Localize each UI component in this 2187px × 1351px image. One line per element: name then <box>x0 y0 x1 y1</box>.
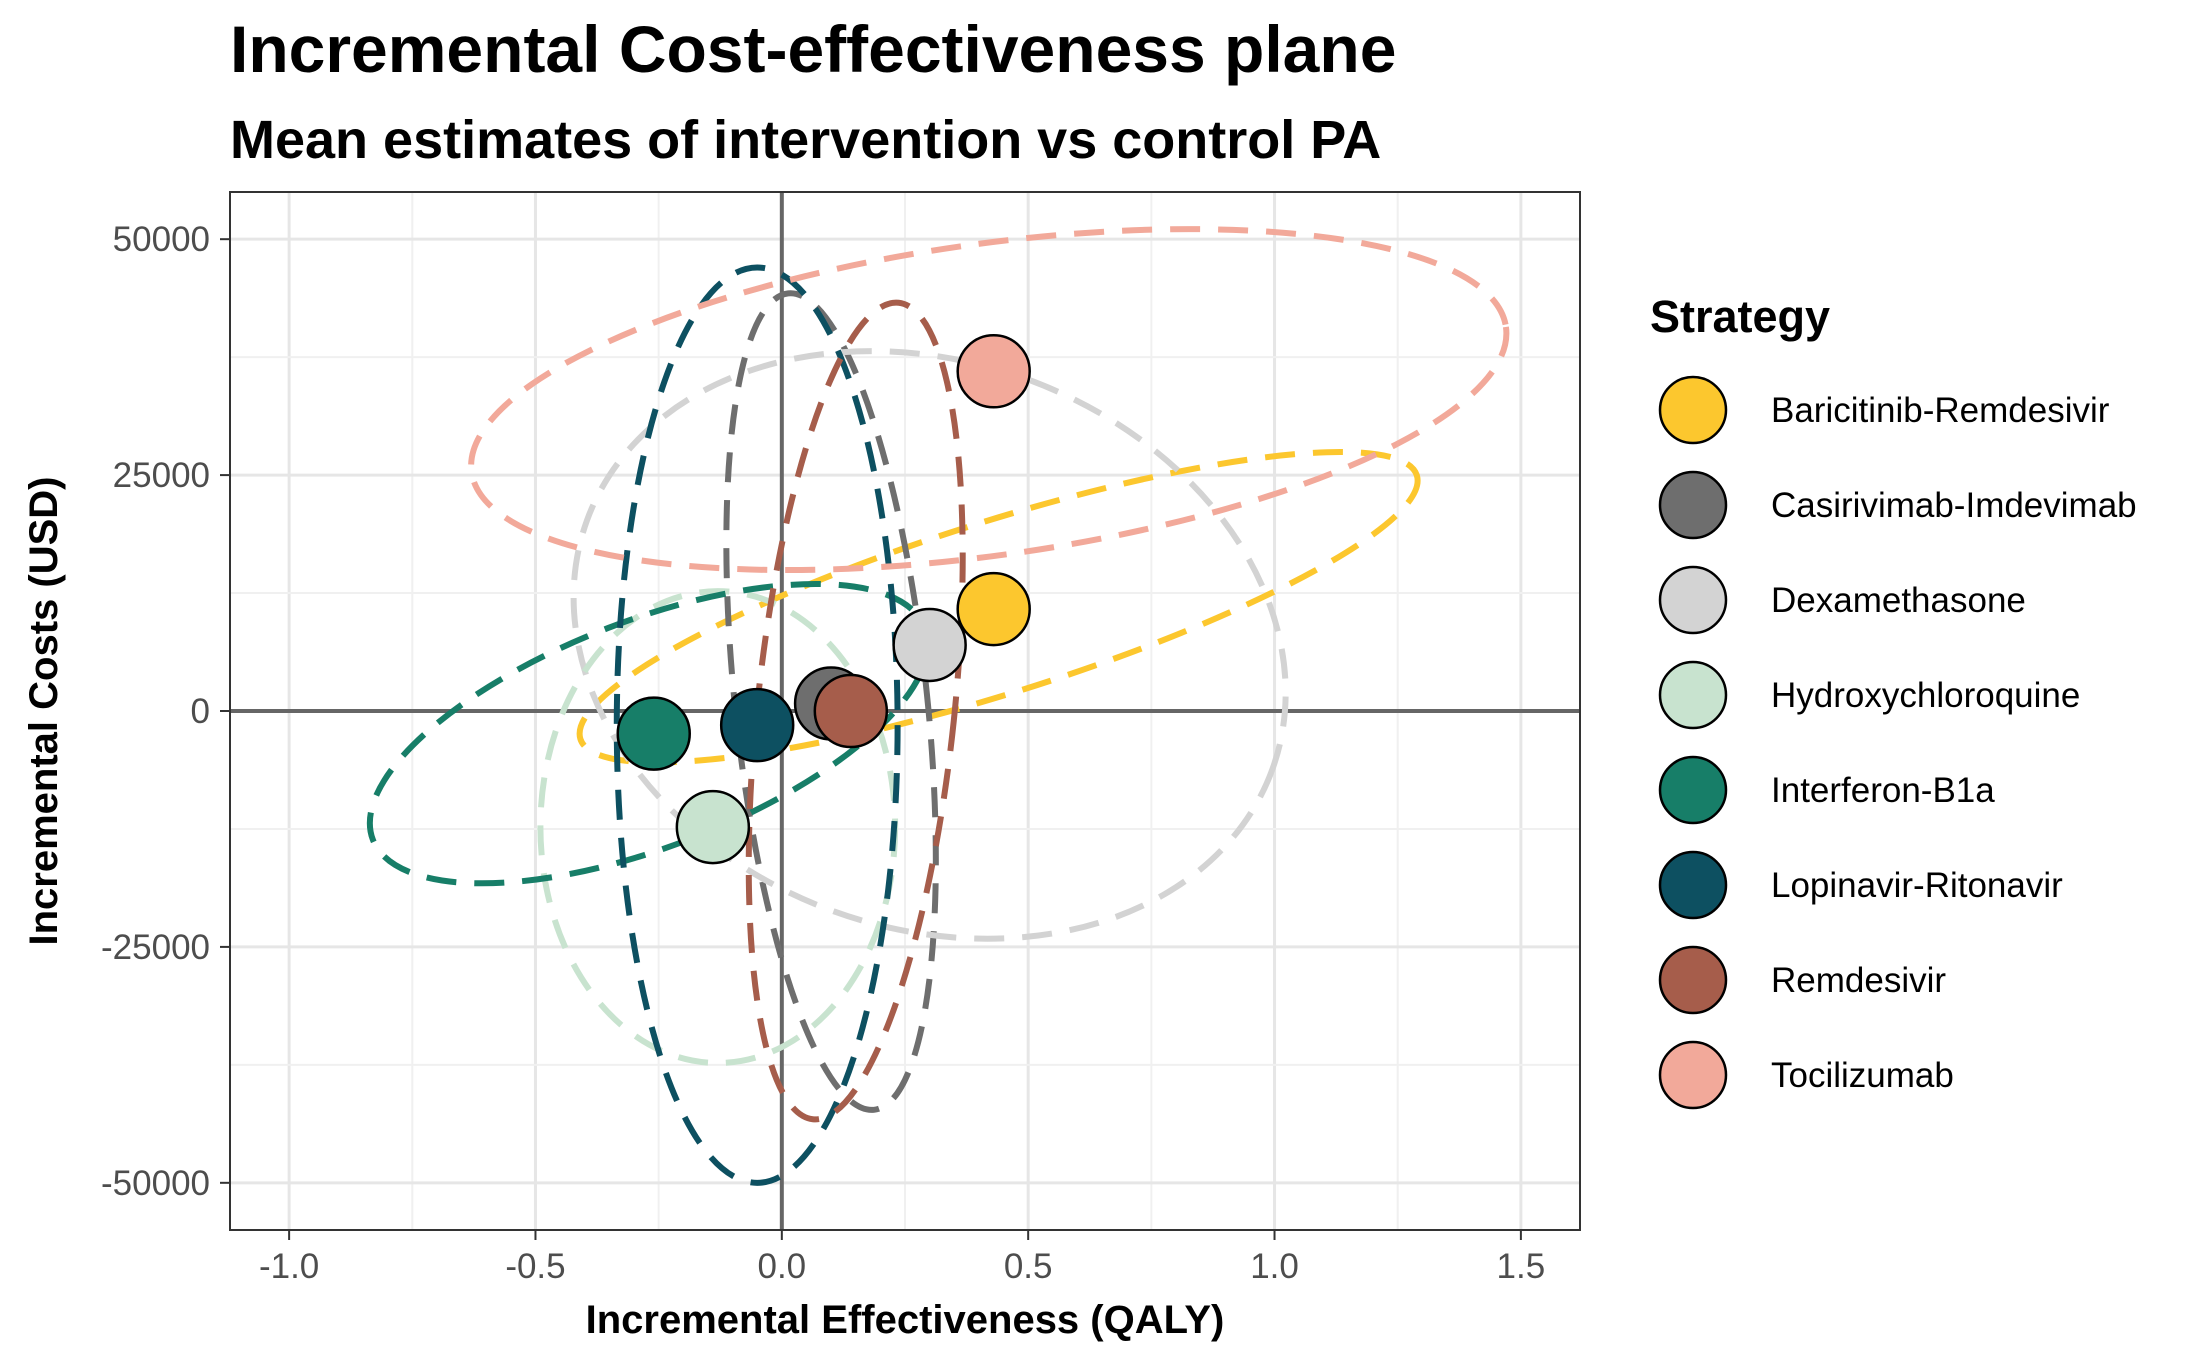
y-tick-label: 50000 <box>113 220 210 259</box>
legend-label: Tocilizumab <box>1771 1056 1954 1095</box>
point-dexamethasone <box>894 609 966 681</box>
x-tick-label: 0.5 <box>1004 1247 1053 1286</box>
legend-key-hydroxychloroquine <box>1660 662 1726 728</box>
legend-label: Baricitinib-Remdesivir <box>1771 391 2110 430</box>
legend-key-remdesivir <box>1660 947 1726 1013</box>
x-tick-label: -0.5 <box>505 1247 565 1286</box>
legend-key-interferon-b1a <box>1660 757 1726 823</box>
legend-label: Interferon-B1a <box>1771 771 1995 810</box>
y-axis-title: Incremental Costs (USD) <box>22 477 66 946</box>
point-lopinavir-ritonavir <box>721 689 793 761</box>
legend-label: Lopinavir-Ritonavir <box>1771 866 2063 905</box>
chart-subtitle: Mean estimates of intervention vs contro… <box>230 110 1381 170</box>
legend-key-casirivimab-imdevimab <box>1660 472 1726 538</box>
y-tick-label: 0 <box>191 692 210 731</box>
chart-title: Incremental Cost-effectiveness plane <box>230 12 1396 86</box>
x-axis: -1.0 -0.5 0.0 0.5 1.0 1.5 <box>259 1230 1545 1286</box>
point-interferon-b1a <box>618 698 690 770</box>
plot-panel <box>230 173 1580 1230</box>
legend: Strategy Baricitinib-Remdesivir Casirivim… <box>1650 291 2137 1108</box>
legend-label: Hydroxychloroquine <box>1771 676 2080 715</box>
y-axis: -50000 -25000 0 25000 50000 <box>101 220 230 1203</box>
y-tick-label: -50000 <box>101 1164 210 1203</box>
legend-label: Casirivimab-Imdevimab <box>1771 486 2137 525</box>
point-hydroxychloroquine <box>677 791 749 863</box>
legend-key-lopinavir-ritonavir <box>1660 852 1726 918</box>
legend-key-baricitinib-remdesivir <box>1660 377 1726 443</box>
x-axis-title: Incremental Effectiveness (QALY) <box>586 1298 1225 1342</box>
legend-title: Strategy <box>1650 291 1830 342</box>
x-tick-label: 1.0 <box>1250 1247 1299 1286</box>
y-tick-label: -25000 <box>101 928 210 967</box>
x-tick-label: -1.0 <box>259 1247 319 1286</box>
legend-label: Remdesivir <box>1771 961 1946 1000</box>
legend-label: Dexamethasone <box>1771 581 2026 620</box>
y-tick-label: 25000 <box>113 456 210 495</box>
point-baricitinib-remdesivir <box>958 573 1030 645</box>
x-tick-label: 1.5 <box>1497 1247 1546 1286</box>
point-tocilizumab <box>958 335 1030 407</box>
legend-key-tocilizumab <box>1660 1042 1726 1108</box>
x-tick-label: 0.0 <box>757 1247 806 1286</box>
point-remdesivir <box>815 675 887 747</box>
legend-key-dexamethasone <box>1660 567 1726 633</box>
